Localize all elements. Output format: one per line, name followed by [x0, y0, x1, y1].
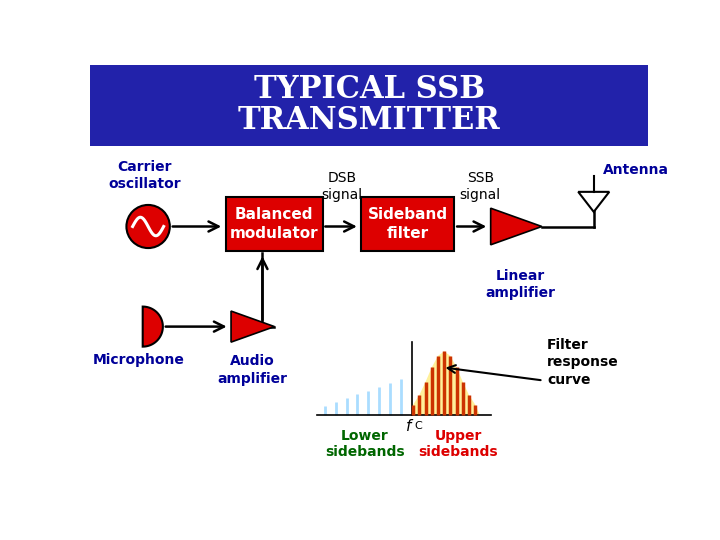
- Text: C: C: [414, 421, 422, 431]
- Polygon shape: [143, 307, 163, 347]
- Polygon shape: [578, 192, 609, 212]
- Text: Microphone: Microphone: [93, 353, 185, 367]
- Text: Upper
sidebands: Upper sidebands: [418, 429, 498, 459]
- Polygon shape: [412, 352, 480, 415]
- Text: f: f: [405, 419, 411, 434]
- Text: Audio
amplifier: Audio amplifier: [217, 354, 288, 386]
- Circle shape: [127, 205, 170, 248]
- Bar: [361, 197, 454, 251]
- Text: Balanced
modulator: Balanced modulator: [230, 207, 318, 241]
- Bar: [225, 197, 323, 251]
- Text: SSB
signal: SSB signal: [459, 171, 501, 202]
- Text: Linear
amplifier: Linear amplifier: [485, 269, 555, 300]
- Polygon shape: [231, 311, 274, 342]
- Text: TRANSMITTER: TRANSMITTER: [238, 105, 500, 136]
- Bar: [90, 65, 648, 146]
- Text: Sideband
filter: Sideband filter: [368, 207, 448, 241]
- Text: DSB
signal: DSB signal: [321, 171, 362, 202]
- Text: TYPICAL SSB: TYPICAL SSB: [253, 74, 485, 105]
- Polygon shape: [490, 208, 542, 245]
- Text: Filter
response
curve: Filter response curve: [547, 338, 619, 387]
- Text: Lower
sidebands: Lower sidebands: [325, 429, 405, 459]
- Text: Carrier
oscillator: Carrier oscillator: [108, 159, 181, 191]
- Text: Antenna: Antenna: [603, 163, 669, 177]
